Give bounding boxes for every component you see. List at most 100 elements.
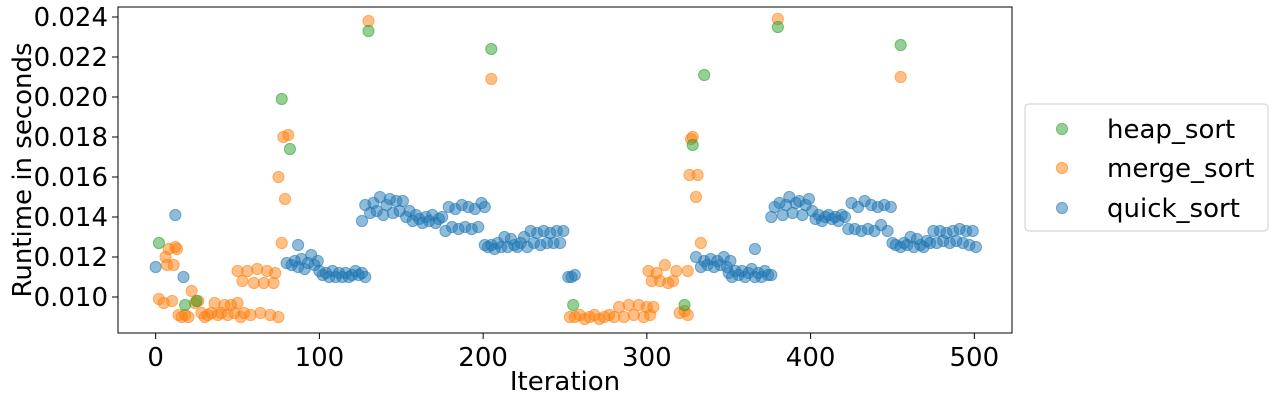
quick_sort-point [786,206,799,220]
merge_sort-point [689,190,703,204]
merge_sort-point [231,296,244,310]
heap_sort-point [283,142,297,156]
y-tick-label: 0.014 [34,203,108,233]
legend-label-quick_sort: quick_sort [1107,194,1240,224]
merge_sort-point [627,308,640,322]
y-tick-label: 0.018 [34,123,108,153]
y-axis-title: Runtime in seconds [8,42,38,297]
quick_sort-point [568,268,581,282]
x-axis: 0 100 200 300 400 500 [147,333,999,373]
y-tick-label: 0.024 [34,3,108,33]
merge_sort-point [269,266,282,280]
merge_sort-point [208,296,221,310]
merge_sort-point [185,284,198,298]
merge_sort-point [236,274,249,288]
x-axis-title: Iteration [510,367,620,397]
quick_sort-point [355,214,369,228]
quick_sort-point [765,268,778,282]
merge_sort-point [272,170,285,184]
x-tick-label: 200 [458,343,508,373]
quick_sort-point [557,224,570,238]
heap_sort-point [179,298,192,312]
merge_sort-point [251,262,264,276]
merge_sort-point [691,168,704,182]
heap_sort-point [771,20,784,34]
quick_sort-point [359,270,372,284]
plot-frame [117,6,1013,334]
legend-box [1024,103,1269,232]
merge_sort-point [165,294,179,308]
x-tick-label: 0 [147,343,164,373]
merge_sort-point [894,70,907,84]
quick_sort-point [472,220,485,234]
quick_sort-point [177,270,190,284]
x-tick-label: 100 [295,343,345,373]
heap_sort-point [698,68,711,82]
quick_sort-point [881,224,894,238]
quick_sort-point [966,224,979,238]
merge_sort-point [254,306,267,320]
legend: heap_sort merge_sort quick_sort [1024,103,1269,232]
quick_sort-point [553,236,567,250]
merge_sort-point [241,264,254,278]
legend-label-heap_sort: heap_sort [1107,115,1235,145]
y-tick-label: 0.020 [34,83,108,113]
heap_sort-point [894,38,907,52]
merge_sort-point [617,310,631,324]
merge_sort-point [272,310,285,324]
quick_sort-point [765,210,778,224]
merge_sort-point [658,258,671,272]
x-tick-label: 500 [950,343,1000,373]
heap_sort-point [686,138,699,152]
quick_sort-point [377,208,390,222]
quick_sort-point [311,254,324,268]
quick_sort-point [884,200,897,214]
merge_sort-point [694,236,708,250]
quick_sort-point [292,238,305,252]
data-points [149,12,983,326]
quick_sort-point [436,210,449,224]
heap_sort-point [567,298,580,312]
y-tick-label: 0.012 [34,243,108,273]
heap_sort-point [678,298,691,312]
quick_sort-point [969,240,983,254]
merge_sort-point [666,274,680,288]
x-tick-label: 400 [786,343,836,373]
x-tick-label: 300 [622,343,672,373]
heap_sort-point [362,24,375,38]
merge_sort-point [167,258,180,272]
legend-marker-quick_sort [1055,201,1069,215]
merge_sort-point [670,264,683,278]
y-tick-label: 0.010 [34,283,108,313]
merge_sort-point [612,300,626,314]
merge_sort-point [267,276,280,290]
quick_sort-point [776,208,789,222]
y-tick-label: 0.022 [34,43,108,73]
quick_sort-point [802,192,816,206]
merge_sort-point [681,264,694,278]
quick_sort-point [149,260,162,274]
merge_sort-point [275,236,288,250]
y-axis: 0.010 0.012 0.014 0.016 0.018 0.020 0.022 0.024 [34,3,118,313]
merge_sort-point [278,192,292,206]
merge_sort-point [282,128,295,142]
legend-marker-merge_sort [1055,161,1069,175]
y-tick-label: 0.016 [34,163,108,193]
quick_sort-point [724,254,737,268]
quick_sort-point [748,242,762,256]
heap_sort-point [152,236,166,250]
quick_sort-point [838,210,852,224]
quick_sort-point [169,208,182,222]
merge_sort-point [244,308,257,322]
merge_sort-point [182,310,195,324]
merge_sort-point [485,72,498,86]
heap_sort-point [275,92,288,106]
merge_sort-point [681,308,694,322]
merge_sort-point [170,242,184,256]
legend-label-merge_sort: merge_sort [1107,154,1254,184]
heap_sort-point [485,42,498,56]
quick_sort-point [396,194,410,208]
legend-marker-heap_sort [1055,122,1069,136]
merge_sort-point [647,300,660,314]
